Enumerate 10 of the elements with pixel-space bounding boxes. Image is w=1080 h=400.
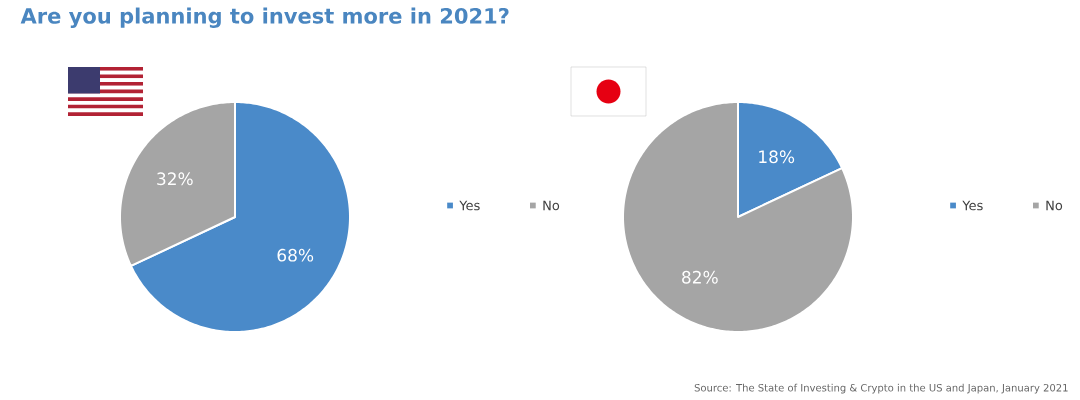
chart-title: Are you planning to invest more in 2021? <box>20 7 509 29</box>
legend-label: No <box>543 200 560 211</box>
data-label: 18% <box>759 150 795 164</box>
legend-label: Yes <box>962 200 983 211</box>
data-label: 82% <box>682 270 718 284</box>
legend-label: Yes <box>459 200 480 211</box>
legend-label: No <box>1046 200 1063 211</box>
data-label: 32% <box>157 172 193 186</box>
source-note: Source: The State of Investing & Crypto in the US and Japan, January 2021 <box>694 383 1068 394</box>
data-label: 68% <box>277 248 314 262</box>
